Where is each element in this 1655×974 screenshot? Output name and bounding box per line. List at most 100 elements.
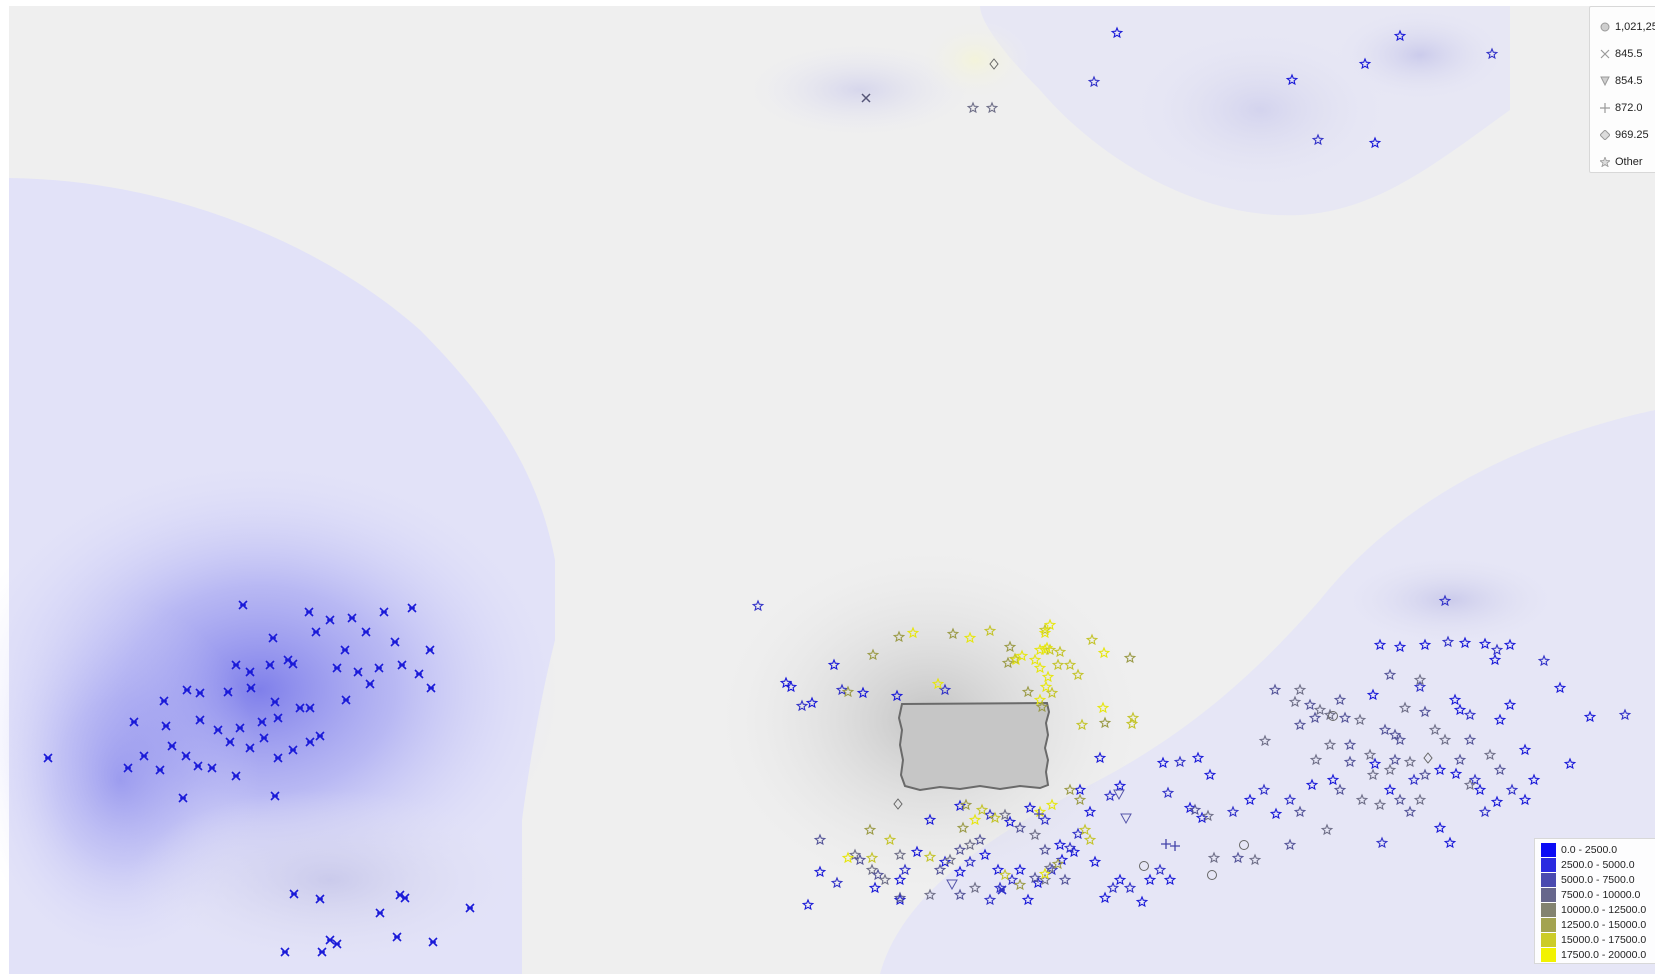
cross-x-marker[interactable] bbox=[375, 908, 385, 918]
plus-marker[interactable] bbox=[1161, 839, 1171, 849]
star-marker[interactable] bbox=[1355, 793, 1369, 806]
star-marker[interactable] bbox=[1438, 594, 1452, 607]
star-marker[interactable] bbox=[953, 799, 967, 812]
star-marker[interactable] bbox=[910, 845, 924, 858]
star-marker[interactable] bbox=[1505, 783, 1519, 796]
triangle-down-marker[interactable] bbox=[1113, 789, 1125, 801]
cross-x-marker[interactable] bbox=[465, 903, 475, 913]
cross-x-marker[interactable] bbox=[207, 763, 217, 773]
star-marker[interactable] bbox=[1418, 768, 1432, 781]
circle-marker[interactable] bbox=[1139, 861, 1149, 871]
star-marker[interactable] bbox=[1031, 876, 1045, 889]
star-marker[interactable] bbox=[1413, 680, 1427, 693]
star-marker[interactable] bbox=[813, 865, 827, 878]
cross-x-marker[interactable] bbox=[374, 663, 384, 673]
star-marker[interactable] bbox=[968, 813, 982, 826]
cross-x-marker[interactable] bbox=[193, 761, 203, 771]
star-marker[interactable] bbox=[1023, 801, 1037, 814]
star-marker[interactable] bbox=[1106, 881, 1120, 894]
star-marker[interactable] bbox=[956, 821, 970, 834]
star-marker[interactable] bbox=[1493, 763, 1507, 776]
cross-x-marker[interactable] bbox=[231, 771, 241, 781]
star-marker[interactable] bbox=[1398, 701, 1412, 714]
star-marker[interactable] bbox=[1438, 733, 1452, 746]
star-marker[interactable] bbox=[983, 624, 997, 637]
star-marker[interactable] bbox=[1243, 793, 1257, 806]
star-marker[interactable] bbox=[1039, 680, 1053, 693]
star-marker[interactable] bbox=[1285, 73, 1299, 86]
star-marker[interactable] bbox=[963, 631, 977, 644]
star-marker[interactable] bbox=[1103, 789, 1117, 802]
star-marker[interactable] bbox=[1393, 733, 1407, 746]
star-marker[interactable] bbox=[1368, 136, 1382, 149]
cross-x-marker[interactable] bbox=[414, 669, 424, 679]
star-marker[interactable] bbox=[1448, 693, 1462, 706]
star-marker[interactable] bbox=[1366, 768, 1380, 781]
star-marker[interactable] bbox=[853, 853, 867, 866]
cross-x-marker[interactable] bbox=[379, 607, 389, 617]
cross-x-marker[interactable] bbox=[997, 885, 1007, 895]
star-marker[interactable] bbox=[1075, 718, 1089, 731]
cross-x-marker[interactable] bbox=[270, 791, 280, 801]
star-marker[interactable] bbox=[1305, 778, 1319, 791]
cross-x-marker[interactable] bbox=[392, 932, 402, 942]
cross-x-marker[interactable] bbox=[332, 663, 342, 673]
triangle-down-marker[interactable] bbox=[1120, 813, 1132, 825]
cross-x-marker[interactable] bbox=[332, 939, 342, 949]
star-marker[interactable] bbox=[1338, 711, 1352, 724]
star-marker[interactable] bbox=[1388, 728, 1402, 741]
cross-x-marker[interactable] bbox=[181, 751, 191, 761]
star-marker[interactable] bbox=[963, 855, 977, 868]
star-marker[interactable] bbox=[1038, 873, 1052, 886]
cross-x-marker[interactable] bbox=[365, 679, 375, 689]
cross-x-marker[interactable] bbox=[265, 660, 275, 670]
star-marker[interactable] bbox=[1553, 681, 1567, 694]
cross-x-marker[interactable] bbox=[397, 660, 407, 670]
star-marker[interactable] bbox=[1383, 783, 1397, 796]
star-marker[interactable] bbox=[1283, 793, 1297, 806]
star-marker[interactable] bbox=[1013, 821, 1027, 834]
star-marker[interactable] bbox=[1098, 891, 1112, 904]
circle-marker[interactable] bbox=[1239, 840, 1249, 850]
cross-x-marker[interactable] bbox=[315, 894, 325, 904]
star-marker[interactable] bbox=[968, 881, 982, 894]
star-marker[interactable] bbox=[1041, 670, 1055, 683]
star-marker[interactable] bbox=[1407, 773, 1421, 786]
star-marker[interactable] bbox=[1063, 658, 1077, 671]
star-marker[interactable] bbox=[1473, 783, 1487, 796]
star-marker[interactable] bbox=[1388, 753, 1402, 766]
star-marker[interactable] bbox=[1038, 813, 1052, 826]
star-marker[interactable] bbox=[1490, 643, 1504, 656]
star-marker[interactable] bbox=[1375, 836, 1389, 849]
star-marker[interactable] bbox=[841, 685, 855, 698]
star-marker[interactable] bbox=[1097, 646, 1111, 659]
star-marker[interactable] bbox=[1093, 751, 1107, 764]
cross-x-marker[interactable] bbox=[195, 688, 205, 698]
cross-x-marker[interactable] bbox=[246, 683, 256, 693]
star-marker[interactable] bbox=[1005, 873, 1019, 886]
cross-x-marker[interactable] bbox=[195, 715, 205, 725]
star-marker[interactable] bbox=[1201, 809, 1215, 822]
star-marker[interactable] bbox=[1293, 805, 1307, 818]
star-marker[interactable] bbox=[1028, 871, 1042, 884]
star-marker[interactable] bbox=[1433, 821, 1447, 834]
star-marker[interactable] bbox=[1087, 75, 1101, 88]
cross-x-marker[interactable] bbox=[238, 600, 248, 610]
star-marker[interactable] bbox=[1113, 779, 1127, 792]
star-marker[interactable] bbox=[1258, 734, 1272, 747]
star-marker[interactable] bbox=[813, 833, 827, 846]
star-marker[interactable] bbox=[1383, 763, 1397, 776]
star-marker[interactable] bbox=[946, 627, 960, 640]
star-marker[interactable] bbox=[795, 699, 809, 712]
cross-x-marker[interactable] bbox=[280, 947, 290, 957]
star-marker[interactable] bbox=[1418, 705, 1432, 718]
cross-x-marker[interactable] bbox=[231, 660, 241, 670]
star-marker[interactable] bbox=[923, 888, 937, 901]
star-marker[interactable] bbox=[953, 865, 967, 878]
star-marker[interactable] bbox=[841, 851, 855, 864]
star-marker[interactable] bbox=[1308, 711, 1322, 724]
star-marker[interactable] bbox=[1038, 843, 1052, 856]
star-marker[interactable] bbox=[1161, 786, 1175, 799]
cross-x-marker[interactable] bbox=[311, 627, 321, 637]
star-marker[interactable] bbox=[923, 850, 937, 863]
